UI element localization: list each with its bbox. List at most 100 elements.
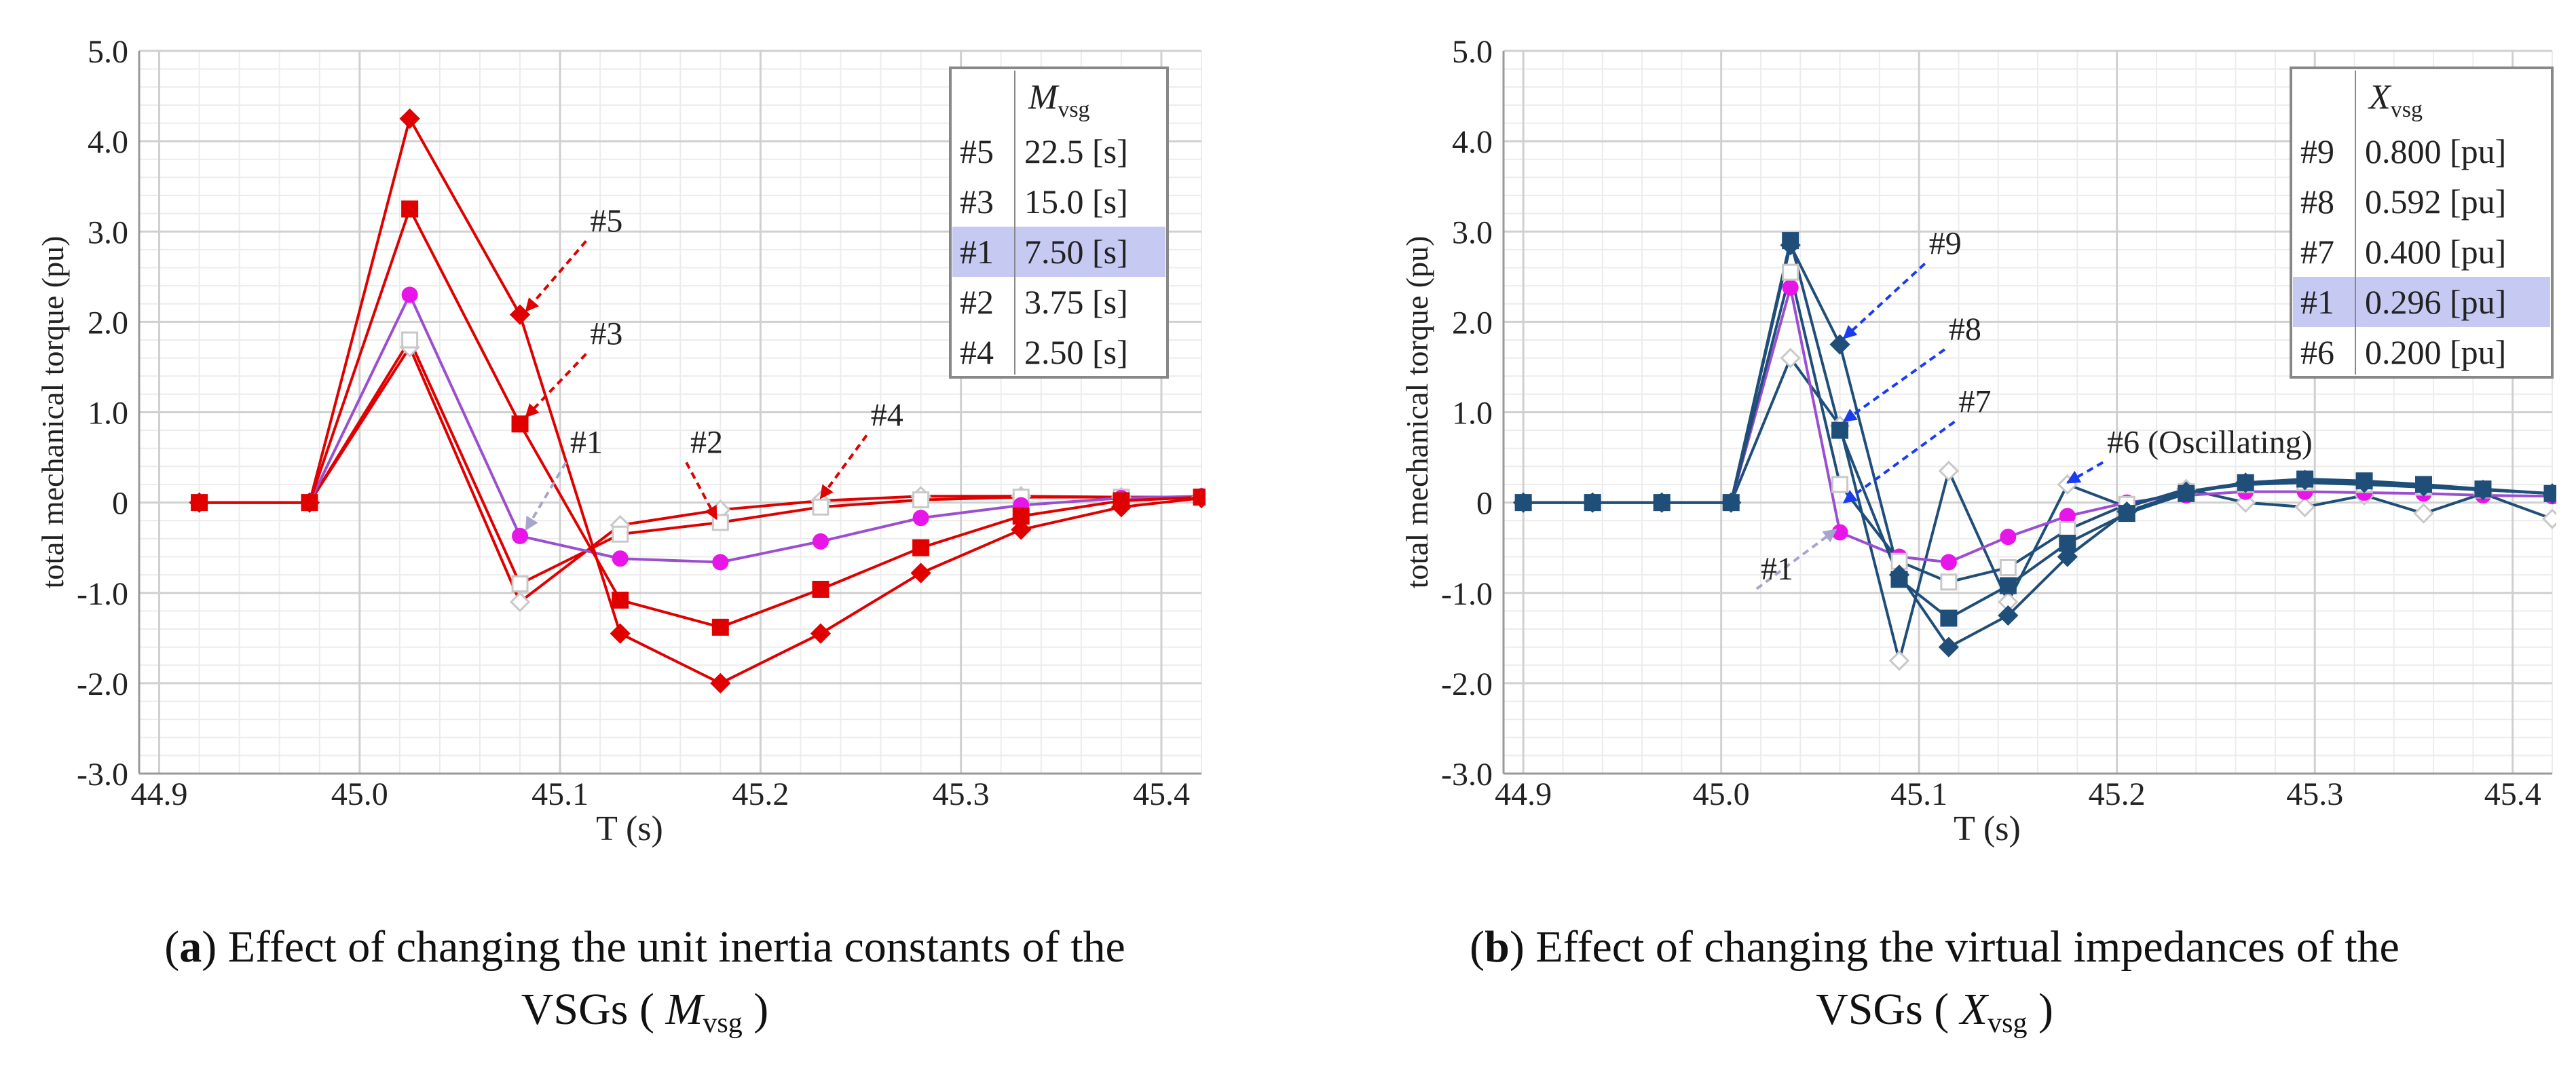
b-point-#9 xyxy=(2472,479,2494,501)
a-point-#1 xyxy=(712,554,729,571)
b-point-#1 xyxy=(1831,524,1848,541)
caption-a-text: Effect of changing the unit inertia cons… xyxy=(227,922,1125,972)
a-annotation-arrow xyxy=(525,240,587,312)
a-point-#1 xyxy=(401,286,418,303)
b-point-#1 xyxy=(1940,554,1957,571)
a-x-tick-label: 45.3 xyxy=(933,776,990,812)
b-legend-row-id: #7 xyxy=(2300,233,2334,271)
a-point-#2 xyxy=(511,575,529,592)
b-legend-row-value: 0.400 [pu] xyxy=(2365,233,2506,271)
a-x-tick-label: 45.0 xyxy=(331,776,388,812)
b-point-#9 xyxy=(1888,565,1910,586)
a-point-#5 xyxy=(1191,487,1206,509)
b-point-#9 xyxy=(2116,501,2138,522)
b-x-tick-label: 45.4 xyxy=(2484,776,2541,812)
a-legend-row-value: 22.5 [s] xyxy=(1024,132,1128,170)
b-point-#6 xyxy=(2541,508,2556,529)
b-y-tick-label: -2.0 xyxy=(1441,666,1493,702)
b-y-tick-label: 0 xyxy=(1476,486,1493,522)
b-point-#9 xyxy=(1998,605,2019,626)
b-legend-title-sub: vsg xyxy=(2391,97,2423,122)
a-y-tick-label: -3.0 xyxy=(77,757,128,793)
caption-b-vsgs: VSGs ( xyxy=(1816,985,1949,1034)
b-point-#7 xyxy=(1831,476,1849,493)
a-point-#5 xyxy=(910,563,931,584)
a-point-#3 xyxy=(711,618,729,636)
b-point-#8 xyxy=(1999,577,2017,594)
a-y-tick-label: 2.0 xyxy=(88,305,128,341)
a-point-#1 xyxy=(512,527,529,544)
a-point-#3 xyxy=(812,580,829,598)
a-x-axis-label: T (s) xyxy=(596,810,663,848)
b-point-#9 xyxy=(2294,470,2315,491)
a-legend-title-sub: vsg xyxy=(1058,97,1089,122)
b-annotation-label: #1 xyxy=(1761,551,1793,587)
caption-b: (b) Effect of changing the virtual imped… xyxy=(1330,916,2539,1054)
caption-b-subscript: vsg xyxy=(1987,1008,2028,1039)
a-point-#3 xyxy=(612,591,629,609)
b-legend-row-id: #6 xyxy=(2300,333,2334,371)
b-y-tick-label: 2.0 xyxy=(1452,305,1493,341)
b-point-#6 xyxy=(1888,650,1910,671)
a-y-tick-label: 3.0 xyxy=(88,214,128,250)
a-y-axis-label: total mechanical torque (pu) xyxy=(35,236,70,589)
b-point-#9 xyxy=(1582,492,1603,513)
b-legend-row-id: #8 xyxy=(2300,183,2334,221)
a-annotation-label: #5 xyxy=(590,203,622,239)
chart-panel-b: 5.0 4.0 3.0 2.0 1.0 0 -1.0 -2.0 -3.044.9 45.0 45.1… xyxy=(1400,34,2556,848)
caption-a-letter: a xyxy=(179,922,202,972)
caption-b-letter: b xyxy=(1485,922,1510,972)
b-point-#8 xyxy=(1831,421,1849,439)
a-x-tick-label: 44.9 xyxy=(131,776,188,812)
b-legend-title: Xvsg xyxy=(2368,78,2423,122)
a-x-tick-label: 45.2 xyxy=(732,776,789,812)
b-point-#6 xyxy=(1938,460,1960,482)
a-point-#3 xyxy=(912,539,930,556)
b-y-tick-label: -1.0 xyxy=(1441,576,1493,612)
b-annotation-label: #7 xyxy=(1958,384,1991,420)
b-point-#9 xyxy=(1829,334,1850,355)
b-legend-row-id: #1 xyxy=(2300,283,2334,321)
a-legend-row-id: #1 xyxy=(960,233,994,271)
b-y-tick-label: 3.0 xyxy=(1452,214,1493,250)
b-x-tick-label: 45.0 xyxy=(1693,776,1750,812)
a-legend-title-symbol: M xyxy=(1028,78,1060,117)
a-point-#5 xyxy=(610,623,631,644)
b-y-tick-label: -3.0 xyxy=(1441,757,1493,793)
caption-b-text: Effect of changing the virtual impedance… xyxy=(1535,922,2400,972)
a-point-#2 xyxy=(812,498,829,516)
caption-a-line2: VSGs ( Mvsg ) xyxy=(68,978,1222,1054)
a-legend-row-value: 7.50 [s] xyxy=(1024,233,1128,271)
b-legend-row-id: #9 xyxy=(2300,132,2334,170)
a-legend-row-highlight xyxy=(952,227,1165,277)
a-point-#5 xyxy=(189,492,210,513)
a-y-tick-label: 5.0 xyxy=(88,34,128,70)
a-point-#5 xyxy=(1110,497,1132,518)
b-annotation-arrow xyxy=(1842,348,1946,423)
b-x-tick-label: 44.9 xyxy=(1495,776,1552,812)
b-legend-title-symbol: X xyxy=(2368,78,2392,117)
b-y-tick-label: 5.0 xyxy=(1452,34,1493,70)
a-point-#5 xyxy=(1011,519,1032,540)
a-annotation-label: #1 xyxy=(570,424,603,460)
b-x-tick-label: 45.2 xyxy=(2089,776,2146,812)
a-point-#1 xyxy=(812,533,829,550)
b-point-#6 xyxy=(1780,347,1801,368)
b-annotation-label: #9 xyxy=(1929,226,1962,262)
a-point-#2 xyxy=(612,525,629,543)
b-annotation-label: #8 xyxy=(1949,311,1981,347)
a-x-tick-label: 45.4 xyxy=(1133,776,1190,812)
a-point-#4 xyxy=(509,591,531,613)
a-point-#2 xyxy=(912,491,930,509)
caption-a-vsgs: VSGs ( xyxy=(521,985,654,1034)
b-point-#1 xyxy=(2000,529,2017,546)
caption-a-close: ) xyxy=(753,985,769,1034)
a-y-tick-label: -2.0 xyxy=(77,666,128,702)
b-x-tick-label: 45.1 xyxy=(1890,776,1947,812)
b-legend-row-value: 0.592 [pu] xyxy=(2365,183,2506,221)
b-point-#9 xyxy=(1938,636,1960,658)
a-y-tick-label: 0 xyxy=(112,486,128,522)
a-point-#5 xyxy=(810,623,832,644)
b-point-#9 xyxy=(2057,546,2078,567)
a-legend-row-id: #3 xyxy=(960,183,994,221)
